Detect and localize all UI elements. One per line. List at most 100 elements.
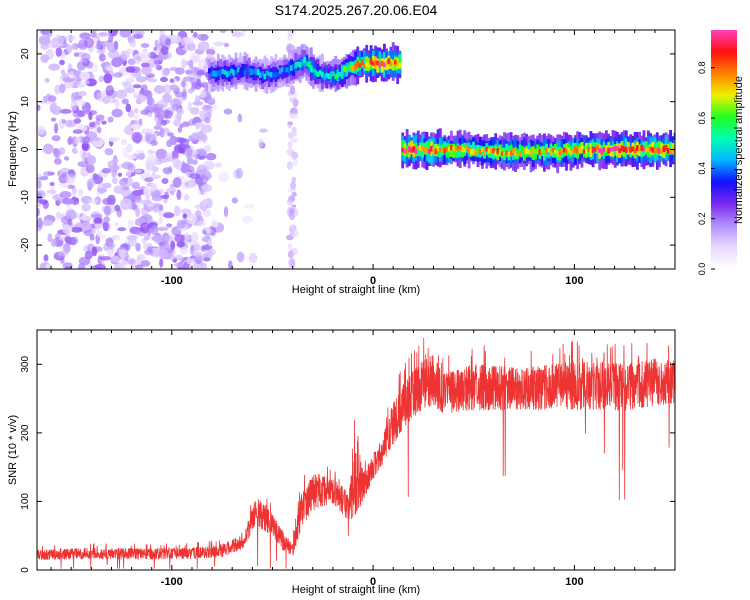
ridge-cell xyxy=(208,68,211,81)
noise-blob xyxy=(197,148,207,157)
noise-blob xyxy=(139,260,151,267)
noise-blob xyxy=(179,246,188,255)
noise-blob xyxy=(76,77,82,84)
noise-blob xyxy=(141,207,149,217)
ridge-cell xyxy=(458,145,462,152)
ridge-cell xyxy=(212,70,216,77)
noise-blob xyxy=(286,161,293,170)
noise-blob xyxy=(191,159,198,166)
noise-blob xyxy=(43,95,48,103)
noise-blob xyxy=(150,183,158,193)
ridge-cell xyxy=(441,148,444,153)
noise-blob xyxy=(66,44,73,54)
ridge-cell xyxy=(527,149,531,155)
noise-blob xyxy=(156,226,169,231)
noise-blob xyxy=(258,138,264,148)
noise-blob xyxy=(186,147,193,159)
noise-blob xyxy=(88,199,98,204)
ridge-cell xyxy=(296,61,300,67)
noise-blob xyxy=(40,54,49,63)
ridge-cell xyxy=(591,146,595,153)
ridge-cell xyxy=(669,148,672,154)
ridge-cell xyxy=(234,70,238,75)
x-tick-label: 100 xyxy=(565,275,583,287)
noise-blob xyxy=(47,233,53,243)
ridge-cell xyxy=(543,150,546,157)
noise-blob xyxy=(85,164,95,174)
noise-blob xyxy=(186,214,198,224)
ridge-cell xyxy=(338,71,342,77)
ridge-cell xyxy=(318,69,322,76)
noise-blob xyxy=(37,104,41,111)
noise-blob xyxy=(137,195,142,200)
noise-blob xyxy=(203,209,211,217)
noise-blob xyxy=(164,235,174,243)
noise-blob xyxy=(104,42,115,48)
noise-blob xyxy=(160,194,170,199)
noise-blob xyxy=(138,118,143,127)
noise-blob xyxy=(223,206,229,218)
noise-blob xyxy=(96,187,108,193)
noise-blob xyxy=(176,241,185,248)
noise-blob xyxy=(151,171,156,178)
ridge-cell xyxy=(498,150,502,157)
ridge-cell xyxy=(325,72,329,78)
noise-blob xyxy=(37,217,43,229)
ridge-cell xyxy=(329,72,333,83)
ridge-cell xyxy=(436,146,440,152)
noise-blob xyxy=(155,64,163,71)
noise-blob xyxy=(94,223,102,228)
noise-blob xyxy=(228,260,233,269)
ridge-cell xyxy=(547,148,551,153)
noise-blob xyxy=(165,37,172,46)
noise-blob xyxy=(37,189,46,200)
noise-blob xyxy=(96,126,102,134)
noise-blob xyxy=(121,98,129,105)
noise-blob xyxy=(135,242,141,252)
colorbar-label: Normalized spectral amplitude xyxy=(733,76,745,224)
ridge-cell xyxy=(245,66,249,73)
noise-blob xyxy=(161,178,169,184)
ridge-cell xyxy=(414,148,418,154)
noise-blob xyxy=(188,179,196,188)
ridge-cell xyxy=(485,146,489,152)
noise-blob xyxy=(290,181,296,190)
colorbar-tick-label: 0.4 xyxy=(697,162,707,175)
ridge-cell xyxy=(507,151,511,157)
noise-blob xyxy=(77,90,87,97)
noise-blob xyxy=(89,136,101,142)
ridge-cell xyxy=(259,72,262,78)
ridge-cell xyxy=(627,146,630,152)
ridge-cell xyxy=(221,68,225,75)
noise-blob xyxy=(291,176,297,183)
noise-blob xyxy=(169,78,175,83)
ridge-cell xyxy=(467,147,471,153)
noise-blob xyxy=(193,31,198,38)
noise-blob xyxy=(73,149,79,154)
noise-blob xyxy=(186,42,196,52)
noise-blob xyxy=(218,171,230,182)
noise-blob xyxy=(145,162,156,170)
ridge-cell xyxy=(303,57,307,63)
noise-blob xyxy=(131,181,140,190)
noise-blob xyxy=(241,30,246,38)
noise-blob xyxy=(151,190,162,198)
ridge-cell xyxy=(323,73,326,80)
ridge-cell xyxy=(500,151,504,156)
ridge-cell xyxy=(290,65,293,71)
noise-blob xyxy=(205,49,216,55)
snr-ticks: -100 0 100 0 100 200 300 xyxy=(20,330,676,588)
noise-blob xyxy=(195,209,202,218)
noise-blob xyxy=(173,205,181,217)
noise-blob xyxy=(133,108,139,114)
noise-blob xyxy=(101,120,107,125)
noise-blob xyxy=(173,262,186,268)
noise-blob xyxy=(103,205,111,216)
noise-blob xyxy=(205,152,217,161)
ridge-cell xyxy=(223,70,227,75)
noise-blob xyxy=(59,191,72,199)
snr-series-line xyxy=(37,337,675,569)
noise-blob xyxy=(204,117,211,124)
noise-blob xyxy=(102,96,111,104)
noise-blob xyxy=(133,133,142,144)
